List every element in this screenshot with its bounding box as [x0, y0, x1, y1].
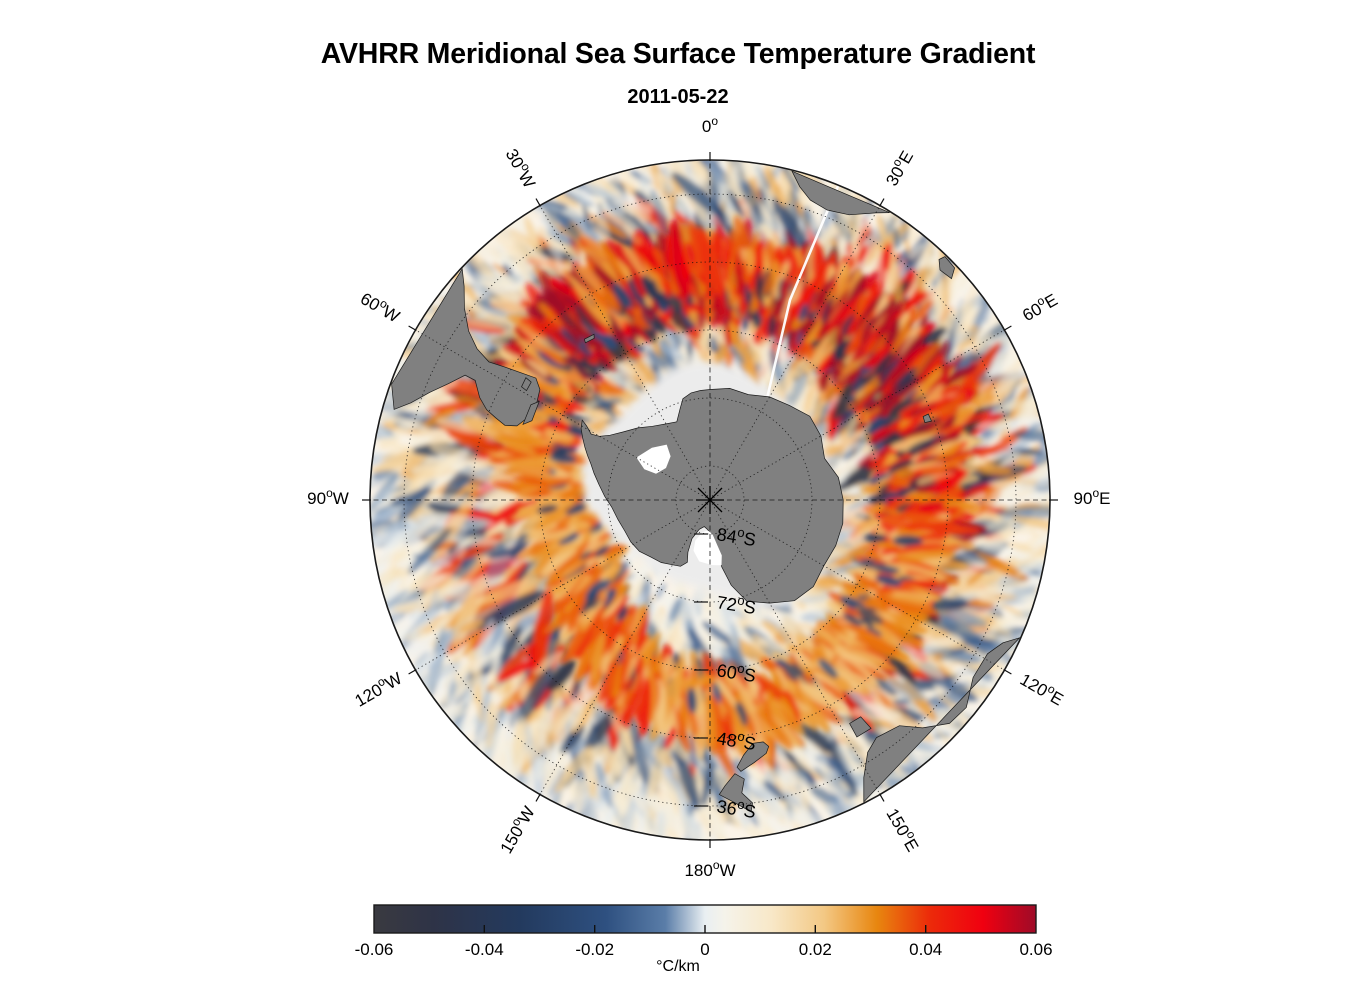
longitude-label: 120oE [1016, 670, 1066, 710]
latitude-label: 36oS [715, 793, 757, 822]
colorbar-tick-label: -0.06 [355, 940, 394, 959]
latitude-labels: 84oS 72oS 60oS 48oS 36oS [694, 521, 757, 822]
south-pole-marker [696, 486, 724, 514]
colorbar-unit-label: °C/km [656, 958, 700, 975]
longitude-label: 30oE [883, 148, 918, 190]
longitude-label: 180oW [684, 858, 735, 880]
page-title: AVHRR Meridional Sea Surface Temperature… [320, 38, 1036, 70]
longitude-label: 30oW [501, 146, 538, 192]
longitude-label: 60oW [357, 289, 403, 326]
colorbar-tick-label: 0.02 [799, 940, 832, 959]
latitude-label: 84oS [715, 521, 757, 550]
longitude-label: 0o [702, 114, 718, 136]
graticule [370, 160, 1050, 840]
longitude-label: 90oE [1074, 486, 1111, 508]
latitude-label: 48oS [715, 725, 757, 754]
colorbar: -0.06 -0.04 -0.02 0 0.02 0.04 0.06 [355, 904, 1053, 959]
colorbar-tick-label: 0.04 [909, 940, 942, 959]
latitude-label: 72oS [715, 589, 757, 618]
longitude-labels: 0o 30oE 60oE 90oE 120oE 150oE 180oW 150oW 120oW 9… [307, 114, 1110, 880]
latitude-label: 60oS [715, 657, 757, 686]
longitude-ticks [362, 152, 1058, 848]
longitude-label: 120oW [352, 669, 406, 711]
longitude-label: 90oW [307, 486, 349, 508]
sst-gradient-field [370, 160, 1050, 840]
colorbar-tick-label: -0.02 [575, 940, 614, 959]
longitude-label: 150oE [882, 805, 922, 855]
longitude-label: 150oW [497, 803, 539, 857]
colorbar-tick-label: -0.04 [465, 940, 504, 959]
longitude-label: 60oE [1020, 291, 1062, 326]
colorbar-tick-label: 0.06 [1019, 940, 1052, 959]
chart-subtitle: 2011-05-22 [627, 86, 729, 108]
colorbar-tick-label: 0 [700, 940, 709, 959]
